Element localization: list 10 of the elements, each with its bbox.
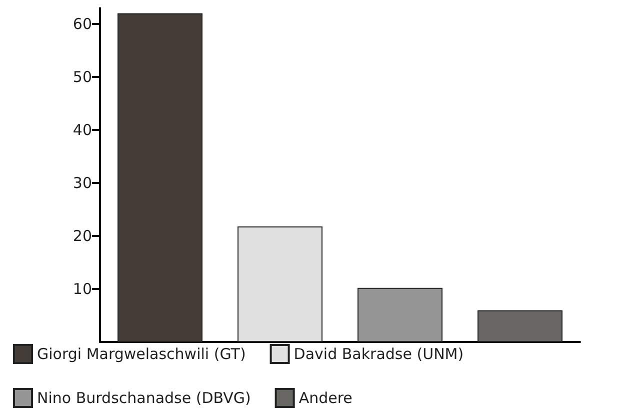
y-tick-label: 40 <box>72 120 92 139</box>
legend-label: David Bakradse (UNM) <box>294 345 464 363</box>
legend-label: Nino Burdschanadse (DBVG) <box>37 389 251 407</box>
y-tick-label: 50 <box>72 68 92 86</box>
y-tick-label: 30 <box>72 174 92 192</box>
y-tick-label: 20 <box>72 226 92 245</box>
y-tick-label: 10 <box>72 280 92 298</box>
legend-label: Giorgi Margwelaschwili (GT) <box>37 345 246 363</box>
legend-label: Andere <box>298 389 352 407</box>
y-tick-label: 60 <box>72 14 92 33</box>
